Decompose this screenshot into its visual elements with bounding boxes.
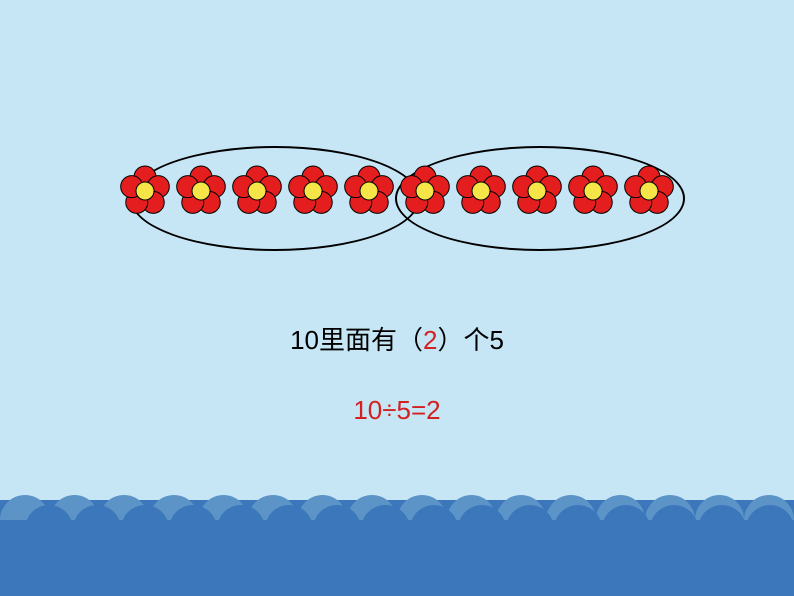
scallop <box>602 505 650 530</box>
question-suffix: ）个5 <box>437 325 503 355</box>
scallop <box>410 505 458 530</box>
flower-icon <box>343 165 395 217</box>
scallop <box>746 505 794 530</box>
scallop <box>217 505 265 530</box>
scallop <box>313 505 361 530</box>
flowers-container <box>119 165 675 217</box>
water-area <box>0 500 794 596</box>
scallop <box>25 505 73 530</box>
scallop <box>121 505 169 530</box>
scallop <box>698 505 746 530</box>
flower-icon <box>455 165 507 217</box>
slide-background <box>0 0 794 596</box>
scallop <box>554 505 602 530</box>
scallop <box>458 505 506 530</box>
equation-text: 10÷5=2 <box>0 395 794 426</box>
scallop <box>73 505 121 530</box>
flower-icon <box>287 165 339 217</box>
question-prefix: 10里面有（ <box>290 325 423 355</box>
scallop <box>506 505 554 530</box>
flower-icon <box>567 165 619 217</box>
flower-icon <box>623 165 675 217</box>
flower-icon <box>399 165 451 217</box>
question-text: 10里面有（2）个5 <box>0 320 794 357</box>
flower-icon <box>119 165 171 217</box>
flower-icon <box>511 165 563 217</box>
scallop-row-dark <box>0 505 794 530</box>
question-answer: 2 <box>423 325 437 355</box>
scallop <box>265 505 313 530</box>
scallop <box>169 505 217 530</box>
scallop <box>361 505 409 530</box>
flower-icon <box>175 165 227 217</box>
flower-icon <box>231 165 283 217</box>
scallop <box>650 505 698 530</box>
